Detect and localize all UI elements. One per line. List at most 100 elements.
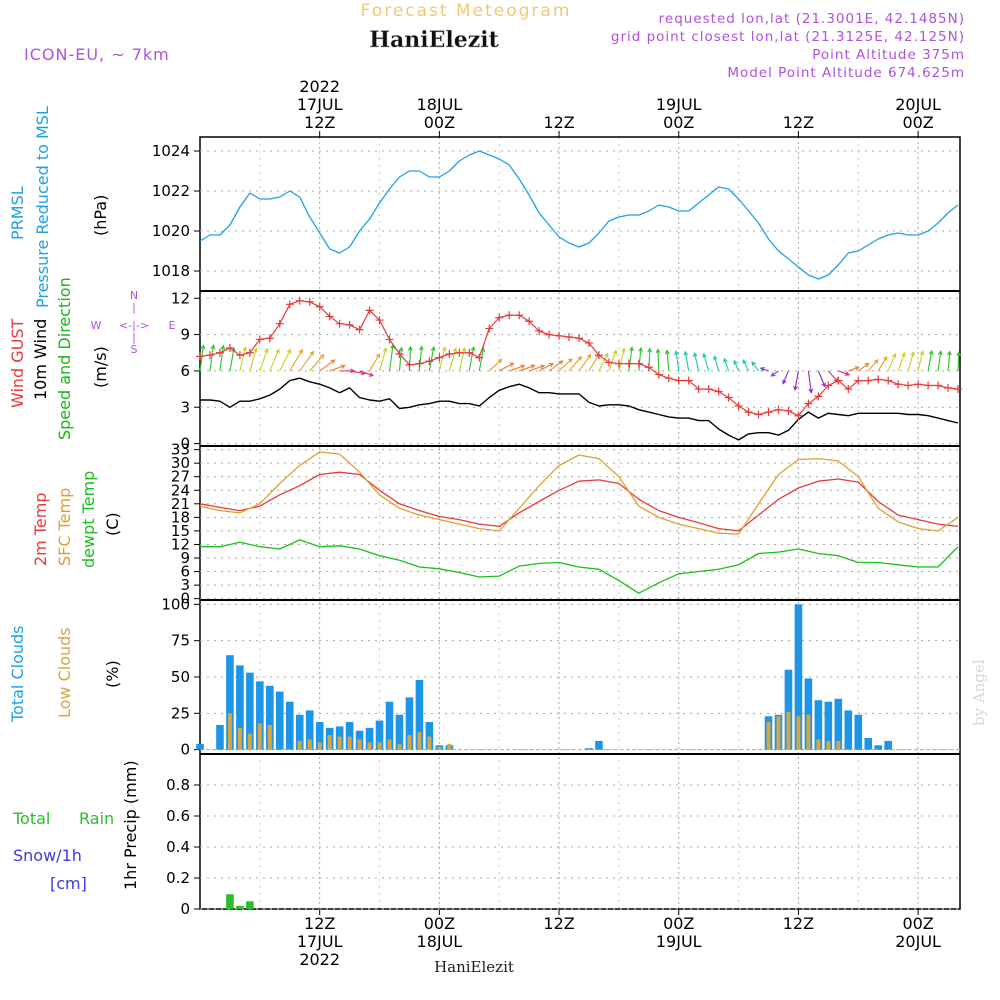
gust-marker bbox=[954, 385, 963, 394]
ytick-label: 21 bbox=[171, 495, 190, 513]
total-cloud-bar bbox=[844, 710, 853, 750]
wind-direction-arrow bbox=[329, 365, 345, 372]
gust-marker bbox=[684, 376, 693, 385]
wind-direction-arrow bbox=[723, 358, 730, 372]
wind-arrow-head bbox=[430, 346, 436, 352]
wind-direction-arrow bbox=[229, 348, 235, 372]
wind-arrow-head bbox=[319, 353, 325, 359]
ytick-label: 30 bbox=[171, 454, 190, 472]
gust-marker bbox=[425, 357, 434, 366]
wind-direction-arrow bbox=[359, 370, 374, 377]
wind-direction-arrow bbox=[528, 365, 545, 372]
wind-direction-arrow bbox=[760, 367, 769, 372]
gust-marker bbox=[515, 311, 524, 320]
gust-marker bbox=[784, 406, 793, 415]
gust-marker bbox=[694, 385, 703, 394]
wind-arrow-head bbox=[864, 362, 870, 368]
wind-direction-arrow bbox=[733, 360, 740, 372]
wind-direction-arrow bbox=[299, 351, 314, 372]
wind-arrow-head bbox=[733, 359, 738, 365]
dewpoint-line bbox=[200, 539, 959, 594]
wind-arrow-head bbox=[947, 350, 952, 356]
gust-marker bbox=[824, 381, 833, 390]
wind-arrow-head bbox=[398, 346, 404, 352]
low-cloud-bar bbox=[407, 735, 412, 750]
wind-direction-arrow bbox=[498, 362, 514, 372]
gust-marker bbox=[774, 405, 783, 414]
ytick-label: 12 bbox=[171, 535, 190, 553]
wind-direction-arrow bbox=[857, 362, 869, 372]
gust-marker bbox=[305, 297, 314, 306]
low-cloud-bar bbox=[357, 739, 362, 750]
wind-arrow-head bbox=[854, 366, 860, 371]
total-cloud-bar bbox=[874, 745, 883, 750]
gust-marker bbox=[385, 335, 394, 344]
wind-direction-arrow bbox=[608, 350, 617, 372]
low-cloud-bar bbox=[766, 722, 771, 750]
top-time-label: 18JUL bbox=[417, 95, 463, 114]
low-cloud-bar bbox=[227, 713, 232, 750]
gust-marker bbox=[375, 316, 384, 325]
ytick-label: 9 bbox=[180, 549, 190, 567]
wind-arrow-head bbox=[655, 348, 661, 354]
ylabel-speed-direction: Speed and Direction bbox=[55, 277, 74, 440]
low-cloud-bar bbox=[796, 716, 801, 750]
page-title: HaniElezit bbox=[369, 27, 499, 53]
bottom-time-label: 12Z bbox=[543, 914, 574, 933]
bottom-time-label: 00Z bbox=[663, 914, 694, 933]
rain-bar bbox=[246, 901, 254, 909]
wind-arrow-head bbox=[210, 344, 216, 350]
wind-direction-arrow bbox=[319, 359, 335, 372]
wind-direction-arrow bbox=[378, 348, 387, 372]
gust-marker bbox=[924, 381, 933, 390]
gust-marker bbox=[744, 408, 753, 417]
gust-marker bbox=[575, 334, 584, 343]
wind-direction-arrow bbox=[771, 370, 779, 377]
total-cloud-bar bbox=[365, 727, 374, 750]
wind-direction-arrow bbox=[807, 370, 812, 393]
wind-arrow-head bbox=[910, 351, 915, 357]
wind-arrow-head bbox=[530, 364, 536, 369]
low-cloud-bar bbox=[826, 740, 831, 750]
ylabel-precip: 1hr Precip (mm) bbox=[121, 760, 140, 890]
total-cloud-bar bbox=[236, 665, 244, 750]
low-cloud-bar bbox=[297, 740, 302, 750]
gust-marker bbox=[215, 348, 224, 357]
wind-direction-arrow bbox=[398, 347, 403, 371]
ytick-label: 1022 bbox=[152, 182, 190, 200]
total-cloud-bar bbox=[405, 697, 414, 750]
low-cloud-bar bbox=[267, 724, 272, 750]
top-time-label: 00Z bbox=[902, 113, 933, 132]
wind-direction-arrow bbox=[794, 370, 799, 390]
gust-marker bbox=[664, 374, 673, 383]
low-cloud-bar bbox=[337, 736, 342, 750]
ytick-label: 9 bbox=[180, 326, 190, 344]
wind-direction-arrow bbox=[742, 359, 750, 372]
precip-yticks: 0 0.2 0.4 0.6 0.8 bbox=[166, 776, 960, 918]
prmsl-line bbox=[199, 150, 959, 280]
low-cloud-bar bbox=[816, 739, 821, 750]
ylabel-hpa: (hPa) bbox=[91, 195, 110, 236]
wind-direction-arrow bbox=[937, 351, 942, 371]
ylabel-percent: (%) bbox=[103, 660, 122, 688]
wind-direction-arrow bbox=[703, 353, 710, 372]
total-cloud-bar bbox=[794, 604, 803, 750]
wind-arrow-head bbox=[742, 359, 747, 365]
wind-arrow-head bbox=[368, 372, 375, 377]
wind-arrow-head bbox=[759, 367, 765, 372]
wind-arrow-head bbox=[497, 358, 503, 364]
wind-direction-arrow bbox=[927, 350, 933, 372]
wind-yticks: 0 3 6 9 12 bbox=[171, 289, 960, 453]
ytick-label: 12 bbox=[171, 289, 190, 307]
wind-arrow-head bbox=[375, 353, 381, 358]
low-cloud-bar bbox=[387, 739, 392, 750]
ytick-label: 1020 bbox=[152, 222, 190, 240]
low-cloud-bar bbox=[237, 727, 242, 750]
ytick-label: 75 bbox=[171, 632, 190, 650]
low-cloud-bar bbox=[427, 736, 432, 750]
wind-direction-arrow bbox=[249, 348, 257, 372]
gust-marker bbox=[804, 399, 813, 408]
wind-arrow-head bbox=[298, 348, 303, 354]
ytick-label: 33 bbox=[171, 441, 190, 459]
gust-marker bbox=[614, 359, 623, 368]
